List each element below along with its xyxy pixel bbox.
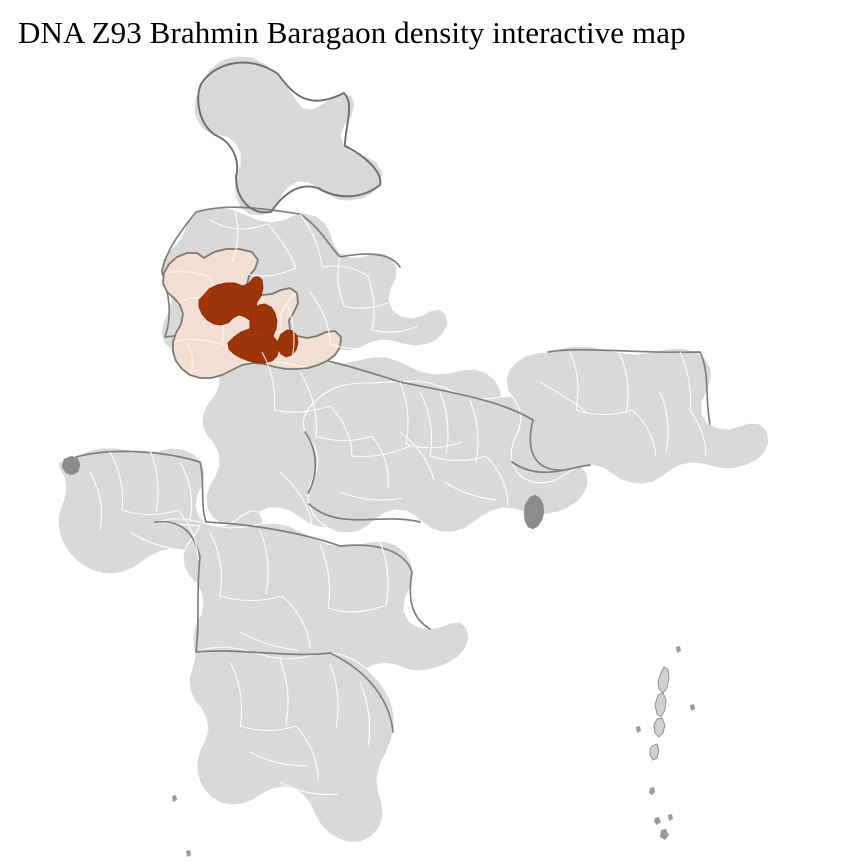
car-nicobar[interactable] (649, 787, 655, 795)
region-south-peninsula[interactable] (188, 646, 395, 843)
andaman-tiny-north[interactable] (676, 646, 681, 653)
page-title: DNA Z93 Brahmin Baragaon density interac… (18, 15, 686, 50)
andaman-island-north[interactable] (657, 666, 670, 694)
mesh-deccan (209, 529, 389, 651)
nicobar-island-2[interactable] (668, 814, 673, 821)
mesh-west (89, 449, 199, 561)
little-andaman[interactable] (649, 743, 660, 761)
lakshadweep-south[interactable] (186, 850, 191, 857)
district-mesh-overlay (89, 211, 707, 795)
region-sundarbans-delta[interactable] (523, 494, 545, 530)
andaman-tiny-west[interactable] (636, 726, 641, 733)
mesh-central (261, 351, 463, 525)
andaman-tiny-east[interactable] (690, 704, 695, 711)
mesh-northeast (539, 351, 707, 457)
hot-district-jaipur[interactable] (227, 328, 280, 364)
lakshadweep-north[interactable] (172, 795, 177, 802)
india-map-container[interactable] (0, 52, 843, 864)
andaman-island-south[interactable] (653, 717, 666, 738)
mesh-north (209, 211, 419, 359)
region-deccan[interactable] (154, 518, 470, 684)
india-choropleth-map[interactable] (0, 52, 843, 864)
islands-layer[interactable] (172, 646, 695, 857)
hot-districts-layer[interactable] (198, 275, 299, 364)
mesh-east (399, 391, 509, 507)
andaman-island-middle[interactable] (654, 692, 667, 718)
nicobar-island-1[interactable] (654, 817, 661, 825)
country-outline-layer (197, 61, 382, 214)
mesh-south (229, 659, 371, 795)
india-country-outline (197, 61, 382, 214)
region-kutch-coast[interactable] (61, 455, 81, 476)
great-nicobar[interactable] (660, 829, 669, 840)
